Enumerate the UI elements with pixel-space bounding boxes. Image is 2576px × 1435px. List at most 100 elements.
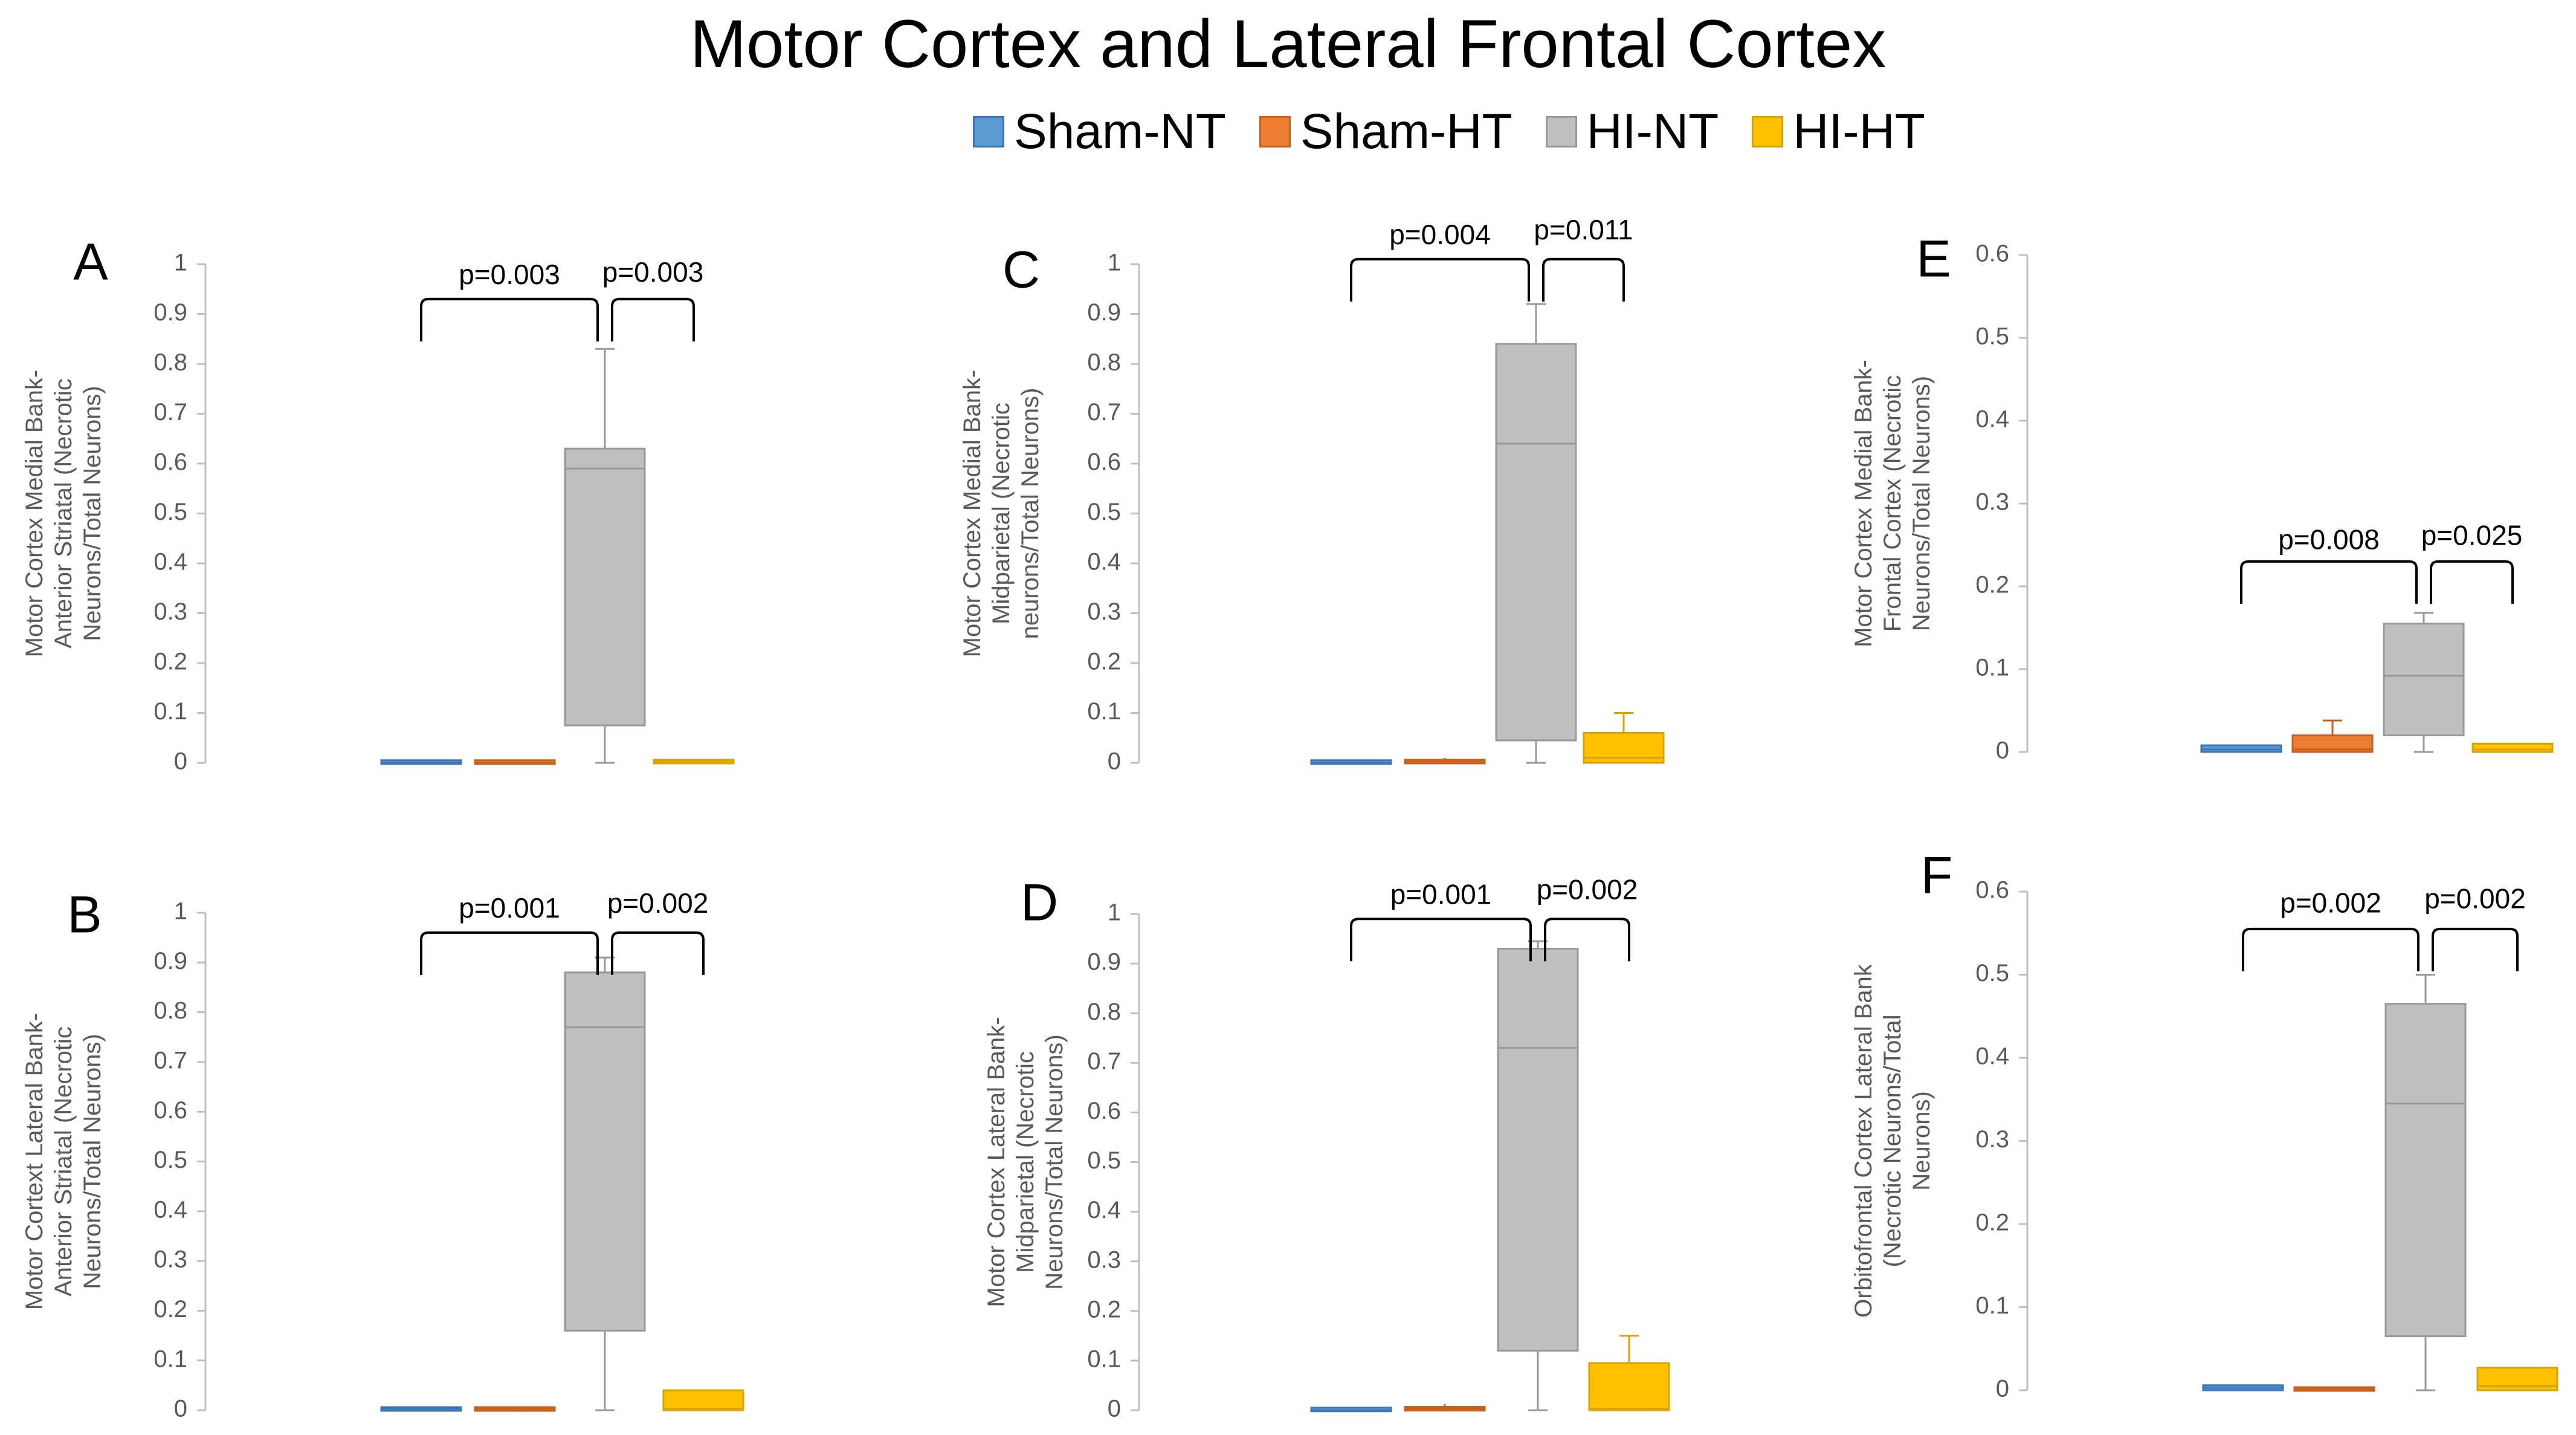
y-tick-label: 0.1 [153, 1346, 187, 1372]
panel-letter: E [1916, 230, 1951, 288]
legend-label-hi-nt: HI-NT [1586, 104, 1719, 159]
significance-bracket [2430, 560, 2514, 604]
significance-bracket [2432, 927, 2519, 971]
y-tick-label: 0.6 [1087, 449, 1121, 476]
box-body-hi-nt [2384, 1003, 2467, 1338]
y-tick-label: 0.6 [1087, 1098, 1121, 1124]
box-body-hi-ht [2471, 742, 2554, 753]
legend-item-sham-nt: Sham-NT [973, 103, 1226, 160]
p-value-label: p=0.008 [2278, 523, 2380, 555]
y-tick-label: 0.9 [153, 948, 187, 974]
significance-bracket [1542, 258, 1625, 302]
box-sham-nt [1310, 1407, 1392, 1413]
y-tick-label: 0.8 [153, 997, 187, 1024]
y-tick-label: 0.4 [1087, 549, 1121, 575]
y-axis-label: Motor Cortext Lateral Bank- Anterior Stri… [21, 1013, 106, 1310]
y-tick-label: 0.3 [1087, 1246, 1121, 1273]
y-tick-label: 0 [1996, 1376, 2009, 1402]
box-sham-ht [474, 759, 556, 765]
p-value-label: p=0.025 [2421, 520, 2523, 551]
y-tick-label: 1 [174, 250, 187, 276]
box-body-hi-nt [2383, 623, 2465, 737]
box-sham-nt [380, 1406, 462, 1412]
y-tick-label: 0 [1108, 748, 1121, 775]
legend-swatch-sham-ht [1259, 116, 1291, 147]
p-value-label: p=0.001 [459, 892, 560, 924]
y-tick-label: 0.3 [1975, 1126, 2009, 1153]
significance-bracket [420, 297, 599, 342]
y-axis-label-line: Motor Cortex Medial Bank- [1850, 360, 1877, 647]
panel-a: A 0 0.1 0.2 0.3 0.4 0.5 0.6 0.7 0.8 0.9 1 Motor Cort… [21, 233, 735, 775]
p-value-label: p=0.002 [607, 887, 709, 919]
box-sham-ht [2291, 719, 2374, 753]
figure-title: Motor Cortex and Lateral Frontal Cortex [689, 6, 1887, 82]
y-tick-label: 0.3 [1975, 489, 2009, 516]
box-hi-nt [1497, 940, 1579, 1411]
y-axis-label-line: (Necrotic Neurons/Total [1879, 1015, 1906, 1268]
panel-f: F 0 0.1 0.2 0.3 0.4 0.5 0.6 Orbitofrontal Cortex… [1850, 847, 2558, 1402]
box-hi-nt [564, 956, 646, 1411]
legend-item-sham-ht: Sham-HT [1259, 103, 1512, 160]
y-axis-label: Motor Cortex Medial Bank- Frontal Cortex … [1850, 360, 1935, 647]
box-hi-ht [1583, 712, 1665, 764]
box-hi-ht [653, 759, 735, 765]
y-tick-label: 0.4 [1975, 1043, 2009, 1070]
y-tick-label: 0.1 [1087, 1346, 1121, 1372]
y-axis-label-line: Midparietal (Necrotic [988, 403, 1015, 624]
y-tick-label: 0.6 [1975, 877, 2009, 904]
y-axis-label-line: Neurons/Total Neurons) [79, 1034, 106, 1289]
y-axis-label-line: Frontal Cortex (Necrotic [1879, 375, 1906, 632]
y-tick-label: 0.1 [1975, 1292, 2009, 1319]
box-sham-nt [2200, 744, 2282, 753]
legend-swatch-hi-nt [1545, 116, 1577, 147]
box-sham-nt [1310, 759, 1392, 765]
y-tick-label: 1 [1108, 250, 1121, 276]
legend-label-sham-ht: Sham-HT [1300, 104, 1512, 159]
legend-item-hi-ht: HI-HT [1752, 103, 1925, 160]
y-tick-label: 0.6 [153, 449, 187, 476]
legend-swatch-hi-ht [1752, 116, 1784, 147]
box-hi-nt [2383, 612, 2465, 753]
p-value-label: p=0.002 [2280, 887, 2381, 918]
y-tick-label: 0.1 [153, 698, 187, 725]
y-tick-label: 0.3 [1087, 598, 1121, 625]
box-body-hi-nt [564, 971, 646, 1332]
p-value-label: p=0.001 [1390, 879, 1492, 910]
box-sham-nt [380, 759, 462, 765]
y-tick-label: 0.4 [1087, 1197, 1121, 1223]
y-tick-label: 0.3 [153, 598, 187, 625]
significance-bracket [420, 931, 599, 975]
y-tick-label: 0.7 [1087, 1048, 1121, 1075]
y-tick-label: 0.7 [1087, 399, 1121, 426]
p-value-label: p=0.002 [2424, 883, 2526, 915]
y-tick-label: 0.5 [1087, 499, 1121, 525]
panel-d: D 0 0.1 0.2 0.3 0.4 0.5 0.6 0.7 0.8 0.9 1 Motor Cort… [983, 873, 1670, 1422]
panel-e: E 0 0.1 0.2 0.3 0.4 0.5 0.6 Motor Cortex Medial … [1850, 230, 2554, 764]
panel-letter: D [1021, 874, 1058, 932]
y-tick-label: 0.1 [1087, 698, 1121, 725]
significance-bracket [611, 931, 705, 975]
box-hi-ht [2476, 1367, 2558, 1391]
box-body-hi-nt [1495, 343, 1577, 742]
y-tick-label: 0.3 [153, 1246, 187, 1273]
significance-bracket [2240, 560, 2418, 604]
y-axis-label-line: Anterior Striatal (Necrotic [50, 1026, 77, 1297]
panel-letter: F [1921, 847, 1953, 905]
y-axis-label-line: Anterior Striatal (Necrotic [50, 378, 77, 649]
p-value-label: p=0.002 [1537, 873, 1638, 905]
y-tick-label: 0.2 [153, 649, 187, 675]
y-tick-label: 0.5 [153, 1147, 187, 1173]
y-axis-label-line: Neurons) [1908, 1091, 1935, 1191]
panel-b: B 0 0.1 0.2 0.3 0.4 0.5 0.6 0.7 0.8 0.9 1 Motor Cort… [21, 886, 744, 1422]
y-tick-label: 0.4 [1975, 406, 2009, 433]
legend-label-hi-ht: HI-HT [1793, 104, 1925, 159]
y-tick-label: 0.2 [1975, 572, 2009, 598]
y-axis-label-line: Motor Cortex Medial Bank- [21, 370, 48, 658]
y-axis-label: Orbitofrontal Cortex Lateral Bank (Necrot… [1850, 964, 1935, 1318]
p-value-label: p=0.004 [1389, 219, 1491, 250]
legend-item-hi-nt: HI-NT [1545, 103, 1719, 160]
box-sham-ht [474, 1406, 556, 1412]
p-value-label: p=0.011 [1534, 214, 1633, 245]
